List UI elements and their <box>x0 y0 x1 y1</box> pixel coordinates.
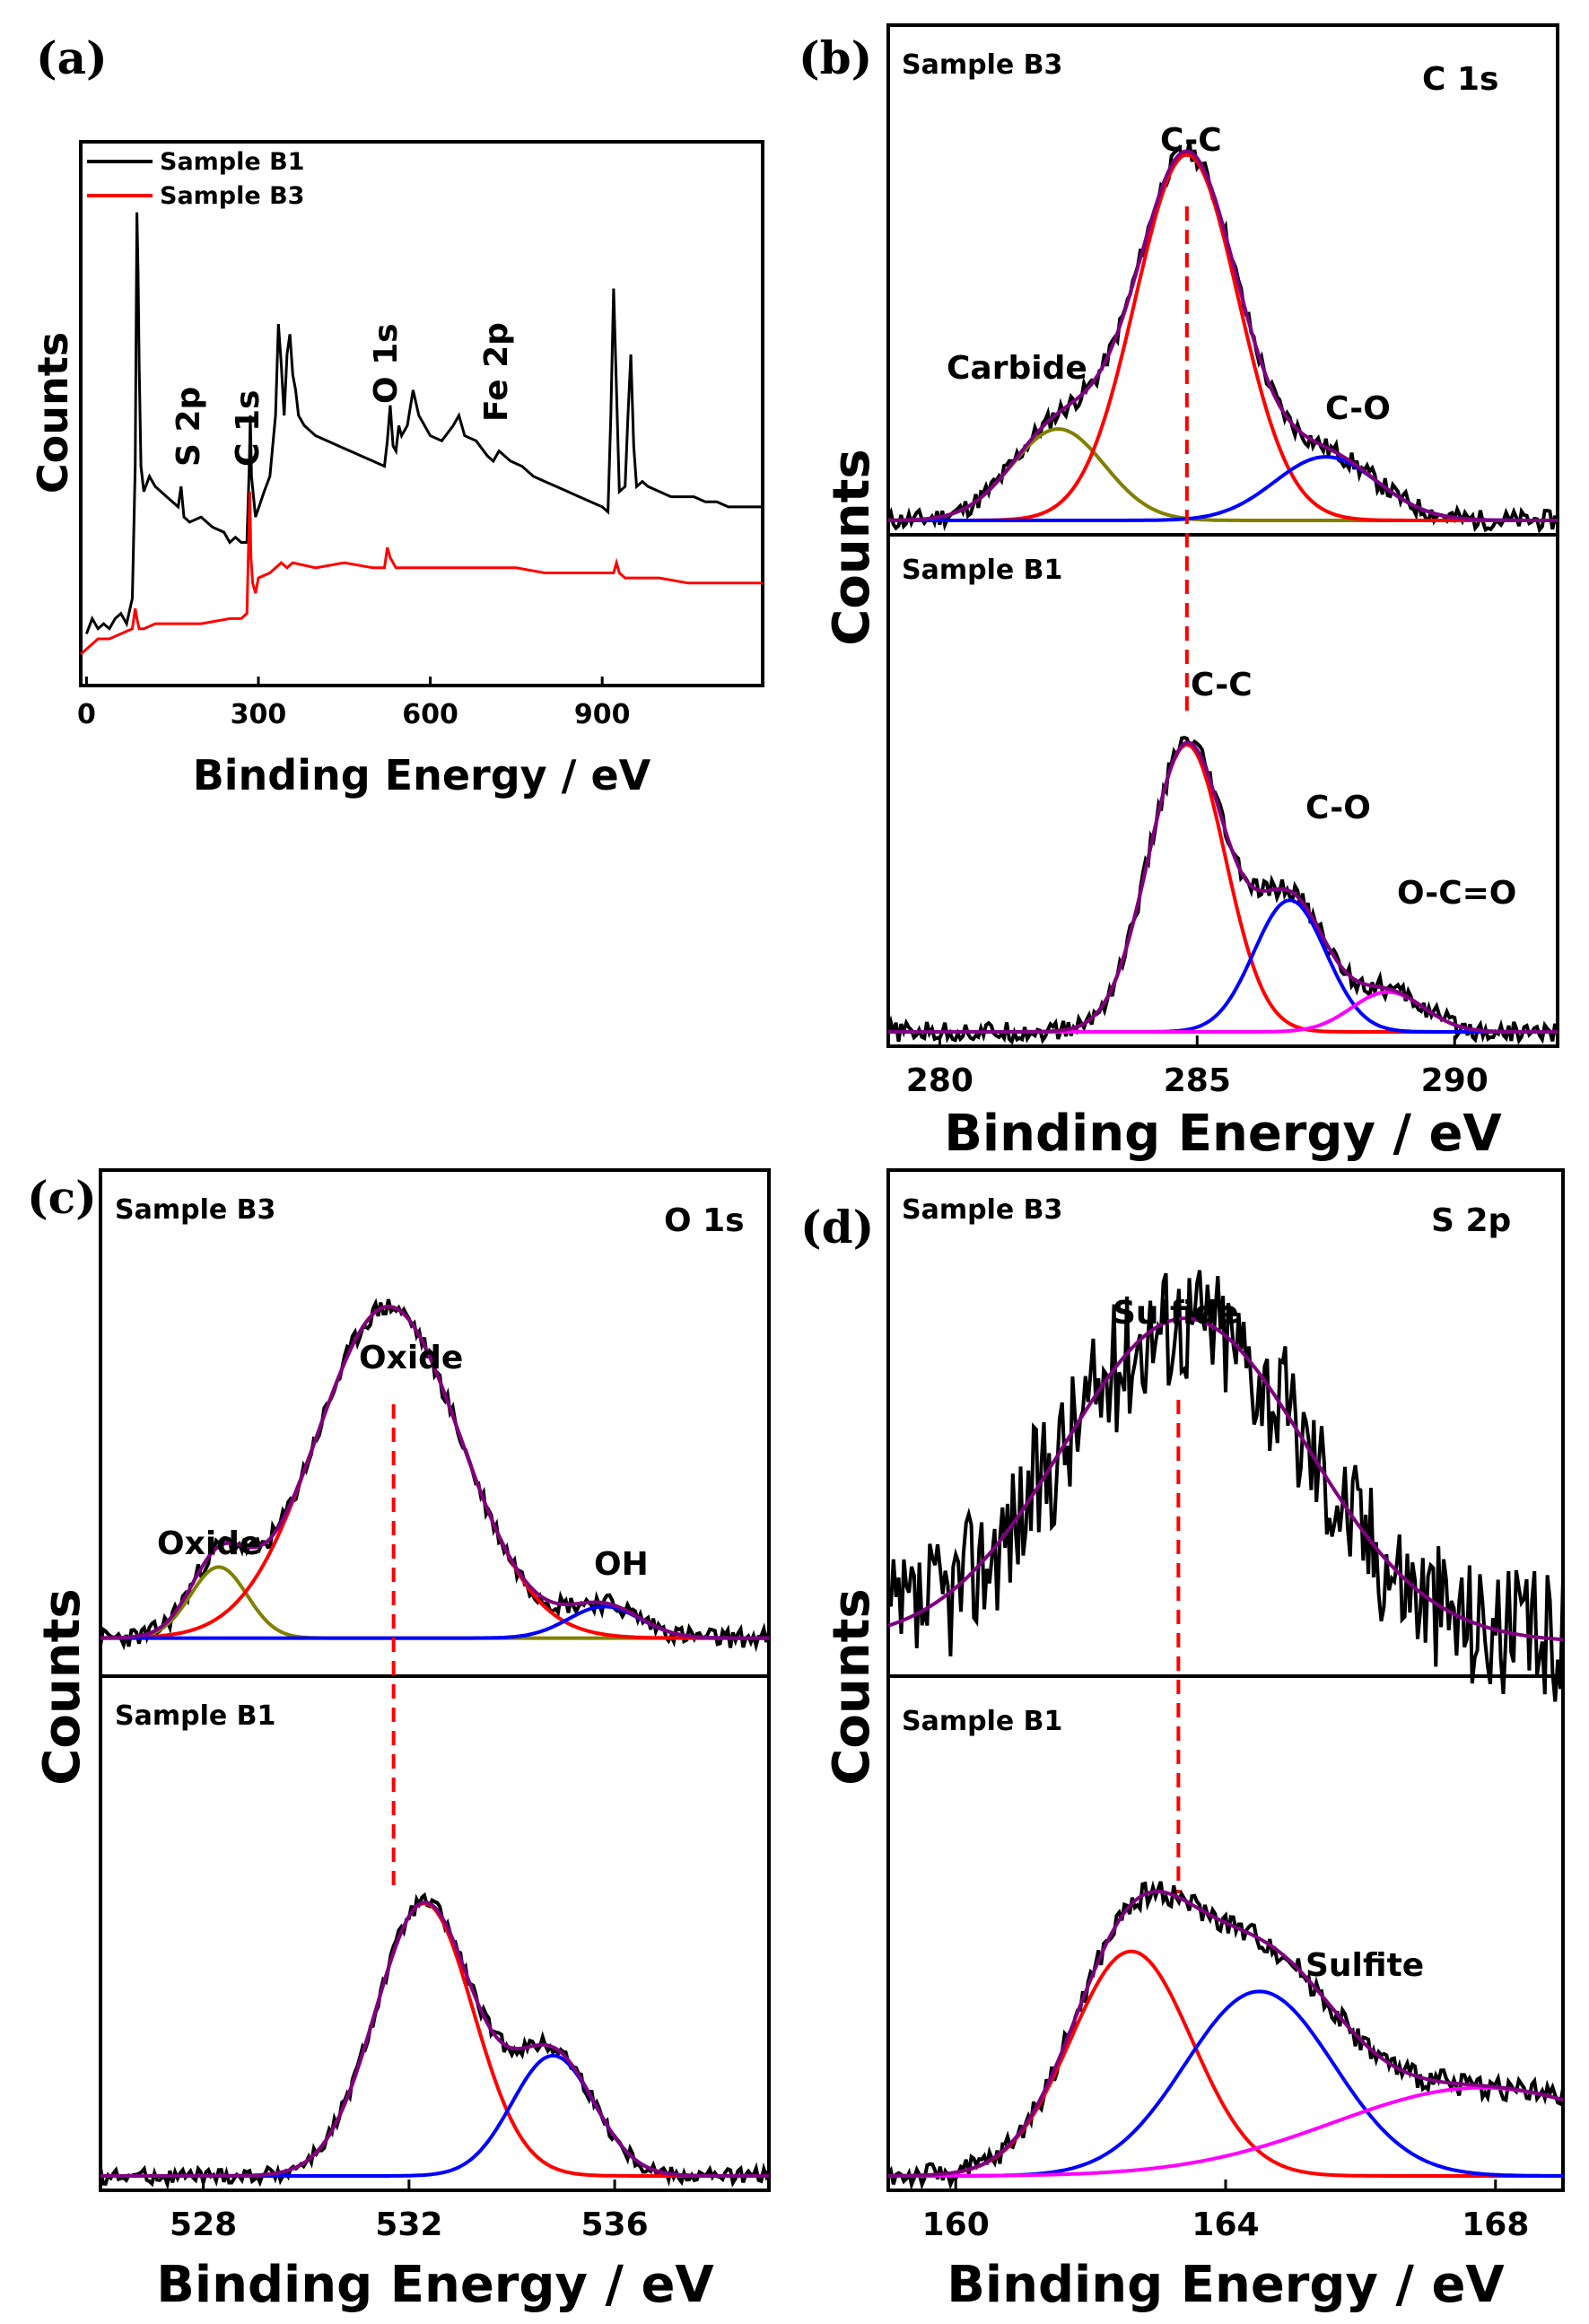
panel-b: (b) 280 285 290 Sample B3 Sample B1 C 1s C… <box>799 23 1559 1163</box>
label-b-cc-bottom: C-C <box>1191 667 1253 703</box>
fit-component-line <box>888 1949 1563 2178</box>
x-tick-label: 160 <box>922 2206 990 2243</box>
panel-c-bottom-sample: Sample B1 <box>115 1700 275 1732</box>
legend-label-b1: Sample B1 <box>160 148 304 176</box>
x-tick-label: 300 <box>231 699 287 730</box>
fit-component-line <box>888 898 1558 1034</box>
panel-c-top-sample: Sample B3 <box>115 1194 275 1226</box>
panel-c-frame <box>99 1168 771 2192</box>
panel-c-title: O 1s <box>664 1202 745 1239</box>
panel-a-series <box>80 212 763 656</box>
fit-envelope-line <box>887 149 1558 522</box>
series-line-sample-b3 <box>80 491 763 656</box>
label-c-oxide-small: Oxide <box>157 1525 261 1562</box>
panel-d-bottom-sample: Sample B1 <box>902 1706 1062 1737</box>
label-c-oh: OH <box>594 1546 649 1583</box>
panel-a-ticks: 0 300 600 900 <box>77 677 631 730</box>
panel-c: (c) 528 532 536 Sample B3 Sample B1 O 1s O… <box>27 1168 771 2314</box>
x-tick-label: 285 <box>1164 1062 1231 1099</box>
panel-c-bottom-curves <box>99 1892 771 2191</box>
panel-c-label: (c) <box>27 1171 97 1224</box>
panel-d-ylabel: Counts <box>823 1588 881 1785</box>
x-tick-label: 0 <box>77 699 96 730</box>
x-tick-label: 600 <box>402 699 458 730</box>
label-d-sulfide: Sulfide <box>1113 1295 1239 1332</box>
panel-d-bottom-curves <box>886 1880 1565 2191</box>
fit-component-line <box>888 153 1558 522</box>
panel-d-top-curves <box>886 1270 1565 1702</box>
raw-data-line <box>886 141 1559 534</box>
panel-a-label: (a) <box>36 31 108 84</box>
fit-envelope-line <box>100 1900 769 2178</box>
panel-b-ylabel: Counts <box>823 449 881 645</box>
x-tick-label: 168 <box>1462 2206 1529 2243</box>
x-tick-label: 164 <box>1192 2206 1259 2243</box>
panel-c-top-curves <box>99 1297 771 1653</box>
panel-a-ylabel: Counts <box>29 332 77 494</box>
x-tick-label: 528 <box>170 2206 237 2243</box>
x-tick-label: 280 <box>906 1062 973 1099</box>
raw-data-line <box>886 736 1559 1045</box>
annotation-c1s: C 1s <box>230 390 266 467</box>
fit-envelope-line <box>888 740 1558 1034</box>
legend-label-b3: Sample B3 <box>160 182 304 210</box>
annotation-o1s: O 1s <box>368 323 405 404</box>
label-d-sulfite: Sulfite <box>1305 1947 1424 1984</box>
fit-envelope-line <box>887 1316 1564 1642</box>
panel-b-top-curves <box>886 141 1559 534</box>
panel-b-bottom-curves <box>886 736 1559 1045</box>
panel-b-top-sample: Sample B3 <box>902 49 1062 81</box>
panel-d-title: S 2p <box>1431 1202 1511 1239</box>
raw-data-line <box>99 1892 771 2191</box>
panel-a-legend: Sample B1 Sample B3 <box>87 148 304 210</box>
panel-d: (d) 160 164 168 Sample B3 Sample B1 S 2p S… <box>800 1168 1565 2314</box>
label-b-co-bottom: C-O <box>1305 790 1371 826</box>
fit-envelope-line <box>100 1305 769 1640</box>
fit-component-line <box>888 2085 1564 2178</box>
panel-b-title: C 1s <box>1422 61 1498 98</box>
panel-b-label: (b) <box>799 31 872 84</box>
label-b-ocoo: O-C=O <box>1397 875 1516 912</box>
panel-d-ticks: 160 164 168 <box>922 2180 1529 2243</box>
panel-d-top-sample: Sample B3 <box>902 1194 1062 1226</box>
x-tick-label: 900 <box>574 699 631 730</box>
panel-d-xlabel: Binding Energy / eV <box>947 2256 1505 2314</box>
annotation-s2p: S 2p <box>170 387 207 467</box>
panel-a: (a) 0 300 600 900 Sample B1 Sample B3 S 2p … <box>29 31 764 799</box>
panel-c-ylabel: Counts <box>33 1588 92 1785</box>
fit-component-line <box>100 1901 769 2178</box>
label-b-carbide: Carbide <box>947 350 1087 387</box>
panel-d-label: (d) <box>800 1201 874 1254</box>
x-tick-label: 536 <box>581 2206 648 2243</box>
label-c-oxide-main: Oxide <box>359 1340 463 1376</box>
annotation-fe2p: Fe 2p <box>478 322 515 422</box>
panel-c-xlabel: Binding Energy / eV <box>156 2256 714 2314</box>
panel-a-xlabel: Binding Energy / eV <box>193 751 651 799</box>
panel-b-bottom-sample: Sample B1 <box>902 555 1062 586</box>
fit-envelope-line <box>888 1890 1564 2178</box>
panel-b-ticks: 280 285 290 <box>906 1035 1489 1099</box>
label-b-co-top: C-O <box>1325 390 1391 427</box>
series-line-sample-b1 <box>84 212 763 634</box>
raw-data-line <box>886 1880 1565 2191</box>
label-b-cc-top: C-C <box>1160 122 1222 159</box>
fit-component-line <box>100 2053 769 2178</box>
panel-c-ticks: 528 532 536 <box>170 2180 649 2243</box>
x-tick-label: 290 <box>1421 1062 1489 1099</box>
panel-a-frame <box>79 140 764 687</box>
x-tick-label: 532 <box>375 2206 442 2243</box>
panel-b-xlabel: Binding Energy / eV <box>944 1105 1502 1163</box>
